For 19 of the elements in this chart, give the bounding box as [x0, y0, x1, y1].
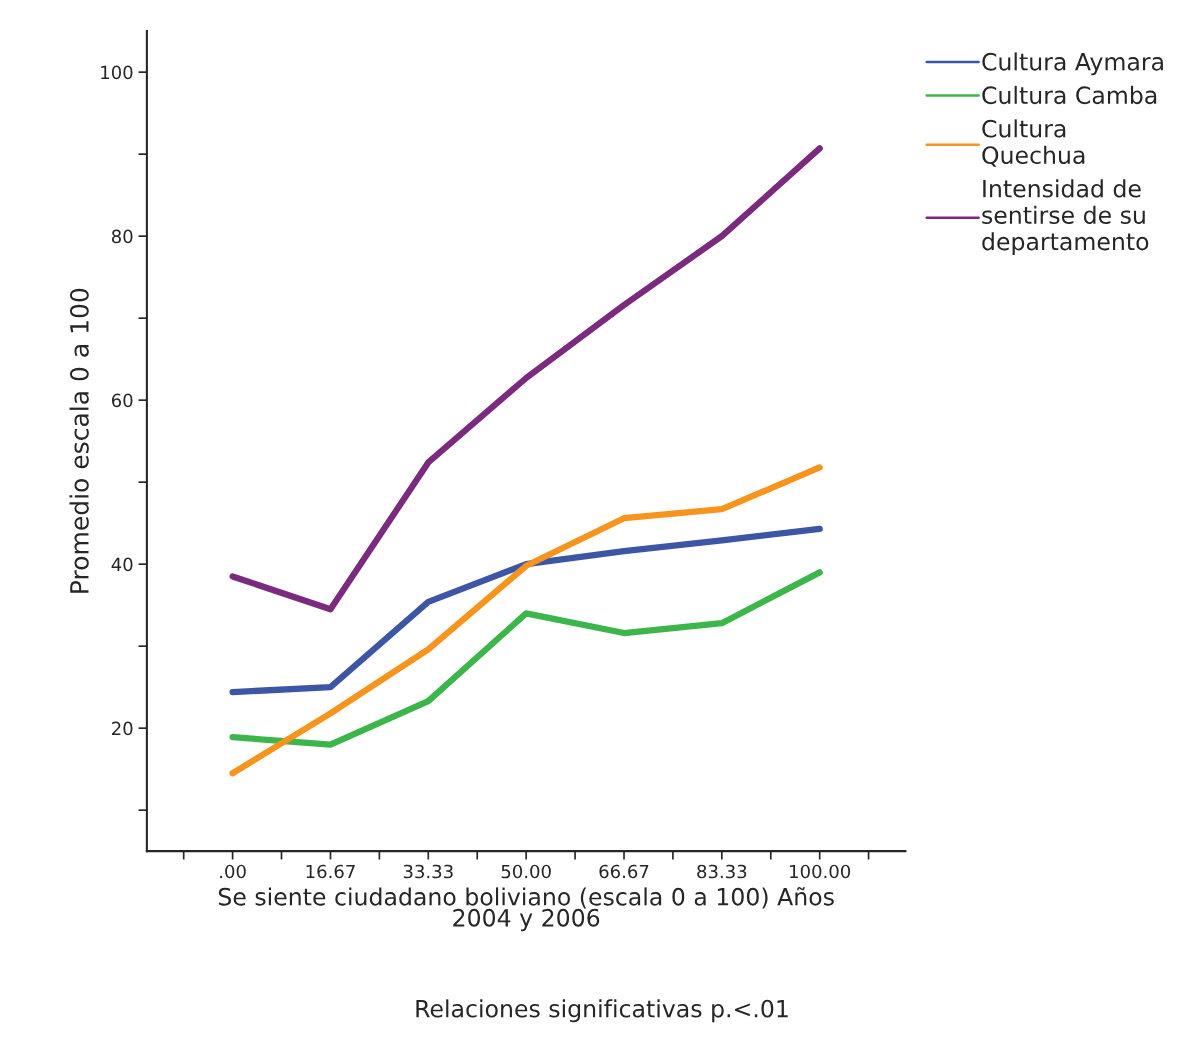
y-tick-label: 40 — [111, 557, 133, 572]
y-tick-label: 20 — [112, 721, 133, 736]
x-tick-label: 66.67 — [599, 864, 649, 879]
x-tick-label: 16.67 — [306, 864, 355, 879]
y-tick-label: 100 — [101, 65, 133, 80]
text: Relaciones significativas p.<.01 — [416, 999, 788, 1023]
x-tick-label: 100.00 — [790, 864, 851, 879]
x-tick-label: 33.33 — [403, 864, 453, 879]
y-axis-title: Promedio escala 0 a 100 — [69, 288, 89, 593]
x-axis-title: Se siente ciudadano boliviano (escala 0 a 100) Años 2004 y 2006 — [218, 886, 834, 932]
legend-label: Cultura Quechua — [982, 119, 1085, 167]
legend-label: Intensidad de sentirse de su departamento — [982, 179, 1149, 255]
legend-label: Cultura Aymara — [982, 52, 1163, 76]
x-tick-label: 83.33 — [697, 864, 747, 879]
y-tick-label: 80 — [111, 229, 133, 244]
y-tick-label: 60 — [111, 393, 133, 408]
x-tick-label: 50.00 — [501, 864, 551, 879]
legend-label: Cultura Camba — [982, 85, 1157, 105]
x-tick-label: .00 — [220, 864, 246, 879]
